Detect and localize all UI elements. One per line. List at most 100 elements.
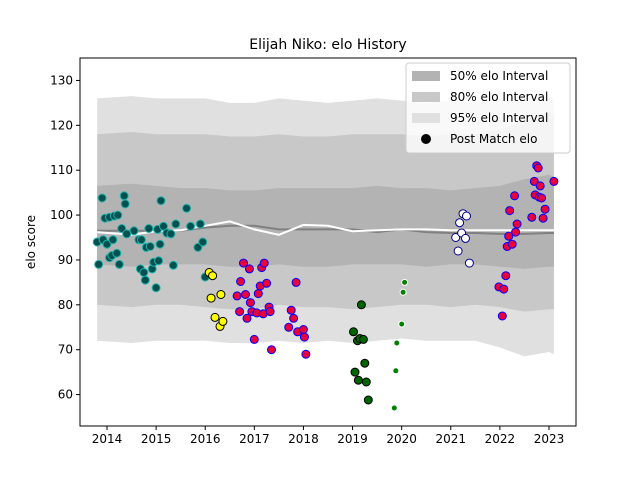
data-point-5-8 <box>361 377 371 387</box>
data-point-5-7 <box>360 358 370 368</box>
data-point-8-7 <box>507 239 517 249</box>
data-point-4-21 <box>286 305 296 315</box>
legend-label-2: 95% elo Interval <box>450 111 548 125</box>
data-point-6-3 <box>398 320 406 328</box>
data-point-8-2 <box>499 284 509 294</box>
legend-box <box>405 62 571 154</box>
x-tick-label-2022: 2022 <box>485 432 516 446</box>
data-point-4-4 <box>241 290 250 299</box>
data-point-8-19 <box>538 213 548 223</box>
data-point-7-7 <box>464 258 474 268</box>
legend-swatch-1 <box>412 92 440 102</box>
data-point-8-10 <box>512 219 522 229</box>
x-tick-label-2014: 2014 <box>92 432 123 446</box>
data-point-2-22 <box>139 268 149 277</box>
data-point-4-3 <box>239 258 248 268</box>
data-point-8-3 <box>501 271 511 281</box>
data-point-2-21 <box>136 235 146 245</box>
data-point-2-38 <box>171 219 181 229</box>
plot-area <box>92 96 559 412</box>
data-point-2-11 <box>112 248 122 258</box>
data-point-6-0 <box>390 404 398 412</box>
data-point-2-13 <box>114 259 124 269</box>
data-point-4-5 <box>242 313 252 323</box>
legend-swatch-0 <box>412 71 440 81</box>
data-point-3-5 <box>216 290 226 299</box>
axes-frame <box>79 57 577 427</box>
data-point-8-5 <box>504 231 514 241</box>
data-point-5-5 <box>356 300 366 310</box>
data-point-4-1 <box>235 307 245 317</box>
data-point-2-9 <box>108 235 118 245</box>
y-tick-label-110: 110 <box>50 163 73 177</box>
y-tick-label-130: 130 <box>50 73 73 87</box>
data-point-5-6 <box>358 334 368 344</box>
band-50-interval <box>97 174 554 269</box>
data-point-8-17 <box>535 181 545 191</box>
y-tick-label-70: 70 <box>58 343 73 357</box>
chart-title: Elijah Niko: elo History <box>249 37 406 53</box>
x-tick-label-2021: 2021 <box>435 432 466 446</box>
data-point-4-9 <box>249 334 259 344</box>
data-point-2-43 <box>198 237 208 247</box>
data-point-3-6 <box>218 316 228 326</box>
data-point-2-31 <box>154 256 164 266</box>
data-point-2-37 <box>168 260 178 270</box>
data-point-2-1 <box>94 259 104 269</box>
legend-label-3: Post Match elo <box>450 132 537 146</box>
x-tick-label-2016: 2016 <box>190 432 221 446</box>
data-point-8-6 <box>505 206 515 216</box>
data-point-3-3 <box>210 312 220 322</box>
data-point-4-6 <box>244 264 254 274</box>
data-point-6-4 <box>399 288 407 296</box>
data-point-4-20 <box>284 322 294 332</box>
data-point-4-11 <box>253 289 263 299</box>
data-point-8-12 <box>529 176 539 186</box>
data-point-4-7 <box>245 298 255 308</box>
data-point-4-0 <box>232 291 242 301</box>
data-point-8-8 <box>510 191 520 201</box>
data-point-4-18 <box>265 307 275 317</box>
data-point-4-16 <box>262 278 272 288</box>
y-tick-label-90: 90 <box>58 253 73 267</box>
x-tick-label-2017: 2017 <box>239 432 270 446</box>
x-tick-label-2019: 2019 <box>337 432 368 446</box>
data-point-8-1 <box>497 311 507 321</box>
legend-swatch-2 <box>412 113 440 123</box>
data-point-2-23 <box>140 275 150 285</box>
y-axis-label: elo score <box>24 215 38 269</box>
y-tick-label-60: 60 <box>58 388 73 402</box>
data-point-5-9 <box>363 395 373 405</box>
legend: 50% elo Interval 80% elo Interval 95% elo … <box>405 62 571 154</box>
legend-marker-3 <box>421 134 431 144</box>
data-point-2-29 <box>151 283 161 293</box>
data-point-4-15 <box>259 258 269 268</box>
data-point-8-21 <box>549 176 559 186</box>
data-point-2-33 <box>156 196 166 206</box>
data-point-6-2 <box>393 339 401 347</box>
data-point-2-32 <box>155 239 165 249</box>
data-point-8-11 <box>527 212 537 222</box>
data-point-3-2 <box>208 271 218 281</box>
data-point-3-1 <box>206 293 216 303</box>
data-point-7-6 <box>462 211 471 221</box>
data-point-4-27 <box>301 349 311 359</box>
legend-label-0: 50% elo Interval <box>450 69 548 83</box>
data-point-2-16 <box>120 199 130 209</box>
data-point-2-42 <box>195 219 205 229</box>
y-tick-label-120: 120 <box>50 118 73 132</box>
data-point-4-26 <box>299 332 309 342</box>
x-tick-label-2018: 2018 <box>288 432 319 446</box>
data-point-2-14 <box>117 224 127 233</box>
data-point-2-17 <box>122 229 132 239</box>
x-tick-label-2015: 2015 <box>141 432 172 446</box>
data-point-5-0 <box>349 327 358 337</box>
y-tick-label-80: 80 <box>58 298 73 312</box>
data-point-7-1 <box>453 246 463 256</box>
legend-label-1: 80% elo Interval <box>450 90 548 104</box>
data-point-8-18 <box>537 193 547 203</box>
data-point-2-12 <box>113 210 123 220</box>
y-tick-label-100: 100 <box>50 208 73 222</box>
x-tick-label-2023: 2023 <box>534 432 565 446</box>
